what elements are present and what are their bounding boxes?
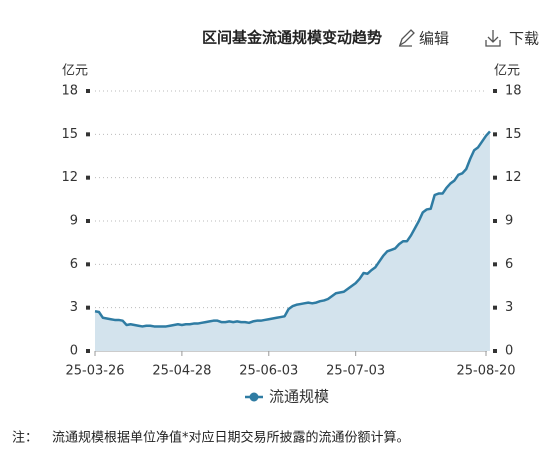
y2-tick-mark xyxy=(493,219,497,223)
y-tick-label: 12 xyxy=(61,170,78,185)
y-tick-mark xyxy=(86,262,90,267)
edit-icon xyxy=(398,29,415,47)
area xyxy=(95,131,490,351)
edit-label[interactable]: 编辑 xyxy=(419,30,449,48)
y-tick-mark xyxy=(86,89,90,93)
x-tick-label: 25-07-03 xyxy=(326,364,385,379)
download-label[interactable]: 下载 xyxy=(509,30,539,48)
note-text: 流通规模根据单位净值*对应日期交易所披露的流通份额计算。 xyxy=(52,430,410,446)
y-tick-mark xyxy=(86,305,90,310)
chart-title: 区间基金流通规模变动趋势 xyxy=(202,29,382,47)
y-tick-mark xyxy=(86,132,90,137)
y2-tick-label: 0 xyxy=(505,344,513,359)
x-tick-label: 25-04-28 xyxy=(152,364,211,379)
y-tick-label: 18 xyxy=(61,84,78,99)
y-tick-label: 3 xyxy=(70,300,78,315)
line xyxy=(94,130,491,328)
edit-button[interactable]: 编辑 xyxy=(398,29,449,48)
y-tick-mark xyxy=(86,219,90,223)
y2-tick-label: 18 xyxy=(505,84,522,99)
y2-tick-mark xyxy=(493,132,497,137)
legend-marker xyxy=(249,392,259,402)
y2-tick-label: 9 xyxy=(505,214,513,229)
y-tick-label: 0 xyxy=(70,344,78,359)
legend-label: 流通规模 xyxy=(269,388,329,406)
note-label: 注： xyxy=(12,431,38,446)
x-tick-label: 25-03-26 xyxy=(65,364,124,379)
x-tick-label: 25-08-20 xyxy=(456,364,515,379)
y-tick-label: 15 xyxy=(61,127,78,142)
y2-tick-label: 15 xyxy=(505,127,522,142)
y2-tick-mark xyxy=(493,349,497,353)
y2-tick-mark xyxy=(493,89,497,93)
y2-tick-mark xyxy=(493,262,497,267)
y2-tick-mark xyxy=(493,175,497,180)
y2-tick-mark xyxy=(493,305,497,310)
y-axis-unit: 亿元 xyxy=(62,64,88,79)
y2-tick-label: 12 xyxy=(505,170,522,185)
y2-tick-label: 3 xyxy=(505,300,513,315)
y-tick-label: 9 xyxy=(70,214,78,229)
y2-axis-unit: 亿元 xyxy=(494,64,520,79)
y-tick-label: 6 xyxy=(70,257,78,272)
x-tick-label: 25-06-03 xyxy=(239,364,298,379)
download-icon xyxy=(485,30,501,47)
download-button[interactable]: 下载 xyxy=(485,30,539,48)
y2-tick-label: 6 xyxy=(505,257,513,272)
y-tick-mark xyxy=(86,349,90,353)
y-tick-mark xyxy=(86,175,90,180)
